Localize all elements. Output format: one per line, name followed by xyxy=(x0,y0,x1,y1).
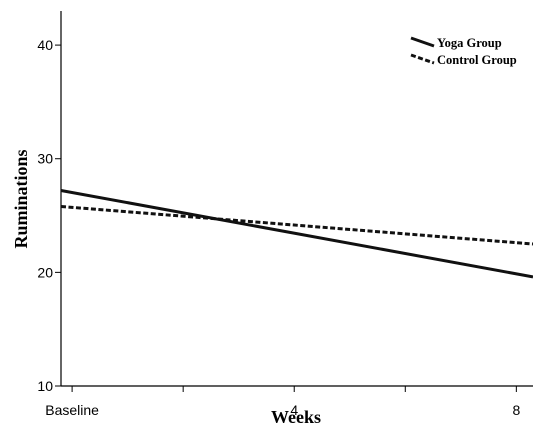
y-tick-label: 20 xyxy=(37,264,53,280)
yoga-group-line xyxy=(60,189,533,279)
control-group-line xyxy=(60,205,533,246)
legend-swatch-yoga-group xyxy=(410,36,435,48)
x-tick-label: 4 xyxy=(290,402,298,418)
legend-label-yoga-group: Yoga Group xyxy=(437,36,502,50)
y-ticks: 10 20 30 40 xyxy=(37,37,61,394)
y-tick-label: 30 xyxy=(37,151,53,167)
series-lines xyxy=(60,189,533,279)
legend-swatch-control-group xyxy=(410,53,435,65)
x-ticks: Baseline 4 8 xyxy=(45,386,520,418)
axes xyxy=(60,11,533,387)
x-tick-label: 8 xyxy=(512,402,520,418)
y-tick-label: 10 xyxy=(37,378,53,394)
legend: Yoga Group Control Group xyxy=(410,36,517,67)
y-axis-title: Ruminations xyxy=(11,149,31,248)
legend-label-control-group: Control Group xyxy=(437,53,517,67)
x-axis-title: Weeks xyxy=(271,407,321,427)
x-tick-label: Baseline xyxy=(45,402,99,418)
y-tick-label: 40 xyxy=(37,37,53,53)
